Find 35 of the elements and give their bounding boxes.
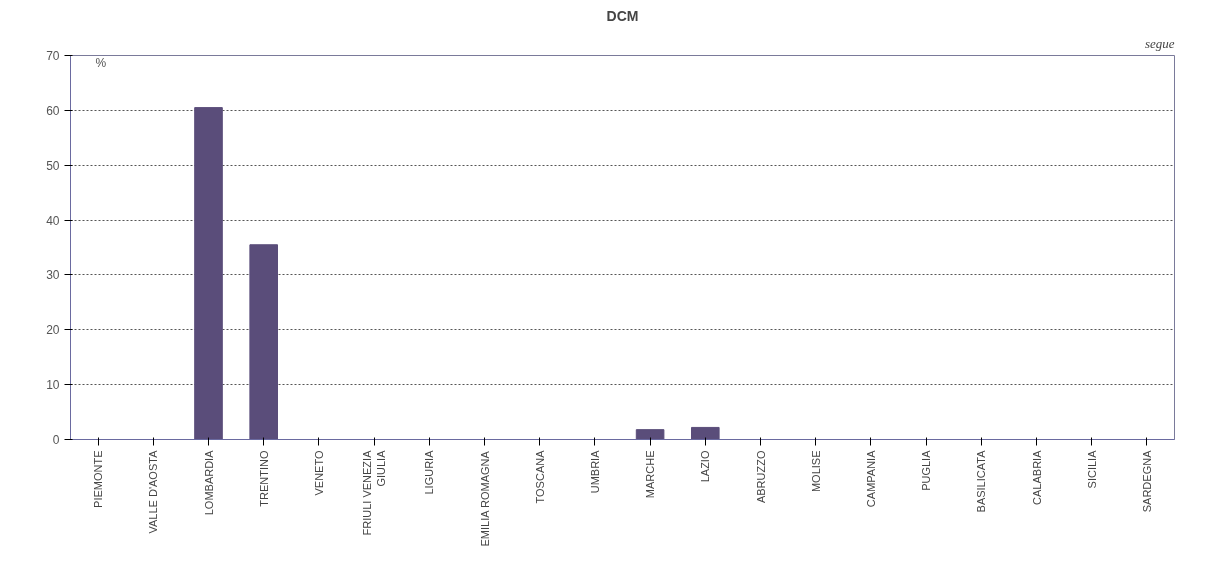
text: segue bbox=[1144, 35, 1175, 51]
x-tick-label: SICILIA bbox=[1085, 449, 1098, 489]
x-tick-label: EMILIA ROMAGNA bbox=[478, 450, 491, 547]
x-tick-label: VENETO bbox=[312, 450, 325, 496]
x-tick-label: PUGLIA bbox=[920, 449, 933, 491]
bar bbox=[635, 429, 665, 440]
y-tick-label: 70 bbox=[46, 49, 60, 63]
y-tick-label: 50 bbox=[46, 158, 60, 173]
y-tick-label: 20 bbox=[46, 323, 60, 338]
x-tick-label: ABRUZZO bbox=[754, 450, 767, 504]
x-tick-label: CALABRIA bbox=[1030, 449, 1043, 505]
y-tick-label: 60 bbox=[46, 103, 60, 118]
chart-title: DCM bbox=[606, 7, 639, 24]
bar bbox=[194, 107, 223, 440]
x-tick-label: PIEMONTE bbox=[92, 450, 105, 508]
x-tick-label: MOLISE bbox=[809, 450, 822, 493]
x-tick-label: LAZIO bbox=[699, 450, 712, 483]
x-tick-label: FRIULI VENEZIA GIULIA bbox=[360, 449, 388, 536]
x-tick-label: SARDEGNA bbox=[1140, 449, 1153, 513]
y-tick-label: 30 bbox=[46, 268, 60, 283]
y-tick-label: 0 bbox=[52, 433, 60, 447]
y-tick-label: 40 bbox=[46, 213, 60, 228]
bar bbox=[249, 244, 278, 440]
x-tick-label: TRENTINO bbox=[257, 450, 270, 507]
x-tick-label: BASILICATA bbox=[975, 449, 988, 513]
x-tick-label: LOMBARDIA bbox=[202, 449, 215, 516]
x-tick-label: LIGURIA bbox=[423, 449, 436, 495]
x-tick-label: CAMPANIA bbox=[864, 449, 877, 508]
x-tick-label: TOSCANA bbox=[533, 449, 546, 504]
x-tick-label: UMBRIA bbox=[588, 449, 601, 494]
x-tick-label: MARCHE bbox=[644, 450, 657, 499]
y-tick-label: 10 bbox=[46, 378, 60, 393]
y-axis-title: % bbox=[95, 55, 107, 70]
x-tick-label: VALLE D'AOSTA bbox=[147, 449, 160, 534]
bar bbox=[691, 426, 720, 440]
